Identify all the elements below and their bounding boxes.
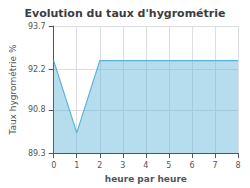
svg-text:2: 2	[97, 161, 102, 170]
svg-text:8: 8	[235, 161, 240, 170]
svg-text:93.7: 93.7	[28, 22, 46, 31]
svg-text:7: 7	[212, 161, 217, 170]
svg-text:5: 5	[166, 161, 171, 170]
svg-text:0: 0	[51, 161, 56, 170]
svg-text:90.8: 90.8	[28, 105, 46, 114]
svg-text:1: 1	[74, 161, 79, 170]
svg-text:Evolution du taux d'hygrométri: Evolution du taux d'hygrométrie	[25, 7, 226, 20]
svg-text:6: 6	[189, 161, 194, 170]
svg-text:4: 4	[143, 161, 148, 170]
svg-text:89.3: 89.3	[28, 149, 46, 158]
svg-text:Taux hygrométrie %: Taux hygrométrie %	[8, 44, 18, 136]
svg-text:heure par heure: heure par heure	[105, 174, 187, 184]
svg-text:92.2: 92.2	[28, 65, 46, 74]
svg-text:3: 3	[120, 161, 125, 170]
